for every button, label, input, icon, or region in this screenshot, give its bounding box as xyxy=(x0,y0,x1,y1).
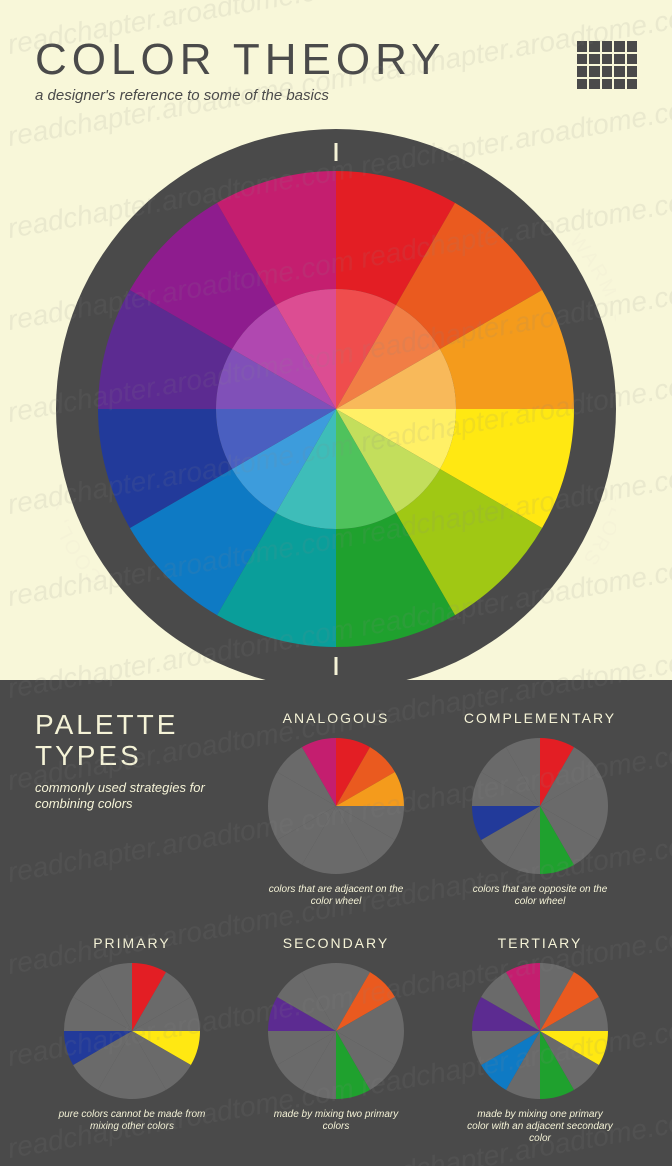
palette-label: SECONDARY xyxy=(283,935,389,951)
color-wheel: COOL, CALMING COLORS WARM, STIMULATING C… xyxy=(56,129,616,689)
palette-intro: PALETTE TYPES commonly used strategies f… xyxy=(35,710,229,910)
wheel-slices xyxy=(98,171,574,647)
palette-secondary: SECONDARY made by mixing two primary colo… xyxy=(239,935,433,1147)
palette-analogous: ANALOGOUS colors that are adjacent on the… xyxy=(239,710,433,910)
page-title: COLOR THEORY xyxy=(35,35,577,85)
palette-primary: PRIMARY pure colors cannot be made from m… xyxy=(35,935,229,1147)
palette-label: ANALOGOUS xyxy=(283,710,390,726)
title-block: COLOR THEORY a designer's reference to s… xyxy=(35,35,577,104)
header-row: COLOR THEORY a designer's reference to s… xyxy=(35,35,637,104)
palette-tertiary: TERTIARY made by mixing one primary color… xyxy=(443,935,637,1147)
wheel-tick-bottom xyxy=(335,657,338,675)
section-desc: commonly used strategies for combining c… xyxy=(35,780,219,814)
palettes-grid: PALETTE TYPES commonly used strategies f… xyxy=(35,710,637,1146)
palette-caption: colors that are opposite on the color wh… xyxy=(465,884,615,908)
palette-caption: made by mixing one primary color with an… xyxy=(465,1109,615,1145)
palette-complementary: COMPLEMENTARY colors that are opposite on… xyxy=(443,710,637,910)
palette-caption: pure colors cannot be made from mixing o… xyxy=(57,1109,207,1133)
page-subtitle: a designer's reference to some of the ba… xyxy=(35,87,577,104)
section-title: PALETTE TYPES xyxy=(35,710,219,772)
bottom-section: PALETTE TYPES commonly used strategies f… xyxy=(0,680,672,1166)
wheel-tick-top xyxy=(335,143,338,161)
palette-label: COMPLEMENTARY xyxy=(464,710,616,726)
palette-label: TERTIARY xyxy=(498,935,583,951)
logo-grid-icon xyxy=(577,41,637,89)
palette-label: PRIMARY xyxy=(93,935,171,951)
palette-caption: colors that are adjacent on the color wh… xyxy=(261,884,411,908)
palette-caption: made by mixing two primary colors xyxy=(261,1109,411,1133)
top-section: COLOR THEORY a designer's reference to s… xyxy=(0,0,672,680)
